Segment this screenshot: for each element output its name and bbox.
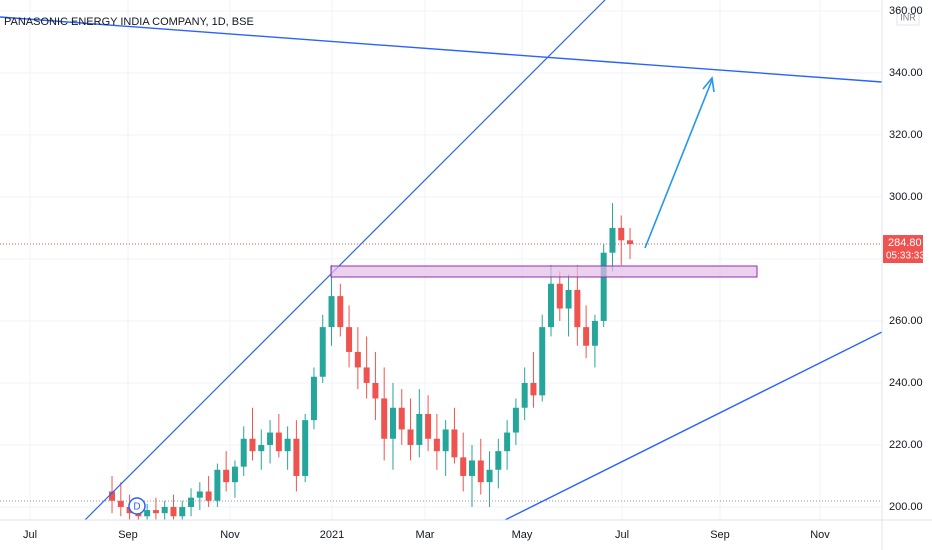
candle-body — [144, 510, 151, 517]
arrow-head — [702, 76, 715, 93]
candle-body — [591, 320, 598, 346]
candle-body — [460, 457, 467, 476]
drawings: D — [0, 0, 882, 520]
chart-title: PANASONIC ENERGY INDIA COMPANY, 1D, BSE — [4, 16, 254, 28]
candle-body — [548, 283, 555, 328]
candle-body — [354, 351, 361, 368]
x-tick-label: Sep — [710, 529, 730, 541]
candle-body — [442, 429, 449, 452]
candle-body — [504, 432, 511, 452]
arrow — [644, 79, 713, 249]
candle-body — [477, 460, 484, 483]
y-tick-label: 240.00 — [889, 377, 923, 389]
grid — [0, 0, 882, 520]
candle-body — [539, 327, 546, 396]
candle-body — [223, 469, 230, 483]
candle-body — [407, 429, 414, 445]
candle-body — [275, 432, 282, 452]
y-tick-label: 360.00 — [889, 5, 923, 17]
candle-body — [433, 438, 440, 452]
candle-body — [179, 506, 186, 517]
candle-body — [600, 252, 607, 321]
candle-body — [556, 283, 563, 309]
candle-body — [389, 407, 396, 439]
candle-body — [574, 289, 581, 328]
candle-body — [267, 432, 274, 445]
x-tick-label: 2021 — [320, 529, 344, 541]
candle-body — [381, 398, 388, 439]
candle-body — [495, 451, 502, 470]
candles — [0, 203, 882, 520]
candle-body — [337, 296, 344, 328]
candle-body — [152, 510, 159, 514]
candle-body — [583, 327, 590, 346]
candle-body — [240, 438, 247, 467]
currency: INR — [900, 12, 916, 22]
marker-label: D — [133, 502, 140, 513]
trend-line — [0, 16, 882, 83]
candle-body — [117, 500, 124, 507]
currency-box[interactable] — [896, 8, 920, 26]
candle-body — [293, 438, 300, 476]
candle-body — [416, 413, 423, 445]
candle-body — [196, 491, 203, 498]
candle-body — [328, 296, 335, 328]
axes: 200.00220.00240.00260.00280.00300.00320.… — [23, 5, 925, 541]
x-tick-label: Jul — [23, 529, 37, 541]
candle-body — [346, 327, 353, 352]
x-tick-label: Jul — [615, 529, 629, 541]
candle-body — [512, 407, 519, 433]
candle-body — [468, 460, 475, 476]
dividend-marker[interactable] — [128, 497, 146, 515]
candle-body — [249, 438, 256, 452]
x-tick-label: Mar — [416, 529, 435, 541]
last-price-label: 284.80 — [888, 237, 922, 249]
candle-body — [609, 227, 616, 253]
x-tick-label: Nov — [220, 529, 240, 541]
candle-body — [205, 491, 212, 501]
candle-body — [284, 438, 291, 452]
countdown: 05:33:33 — [886, 251, 925, 262]
candle-body — [161, 506, 168, 514]
candle-body — [135, 513, 142, 517]
candle-body — [302, 420, 309, 476]
candle-body — [627, 240, 634, 245]
x-tick-label: May — [512, 529, 533, 541]
y-tick-label: 220.00 — [889, 439, 923, 451]
candle-body — [372, 382, 379, 399]
candle-body — [521, 382, 528, 408]
x-tick-label: Sep — [118, 529, 138, 541]
candle-body — [319, 327, 326, 377]
x-tick-label: Nov — [810, 529, 830, 541]
candle-body — [170, 506, 177, 517]
candle-body — [451, 429, 458, 458]
candle-body — [363, 367, 370, 383]
zone — [330, 265, 758, 278]
y-tick-label: 260.00 — [889, 315, 923, 327]
last-price-box — [883, 235, 923, 264]
candle-body — [214, 469, 221, 501]
y-tick-label: 340.00 — [889, 67, 923, 79]
candle-body — [231, 466, 238, 483]
y-tick-label: 300.00 — [889, 191, 923, 203]
y-tick-label: 320.00 — [889, 129, 923, 141]
trend-line — [84, 0, 606, 520]
candle-body — [109, 491, 116, 501]
candle-body — [188, 497, 195, 507]
candle-body — [310, 376, 317, 421]
trend-line — [504, 331, 882, 520]
candle-body — [565, 289, 572, 309]
candle-body — [530, 382, 537, 396]
candle-body — [258, 444, 265, 452]
candle-body — [486, 469, 493, 483]
y-tick-label: 200.00 — [889, 501, 923, 513]
candle-body — [398, 407, 405, 430]
candle-body — [618, 227, 625, 241]
candle-body — [425, 413, 432, 439]
